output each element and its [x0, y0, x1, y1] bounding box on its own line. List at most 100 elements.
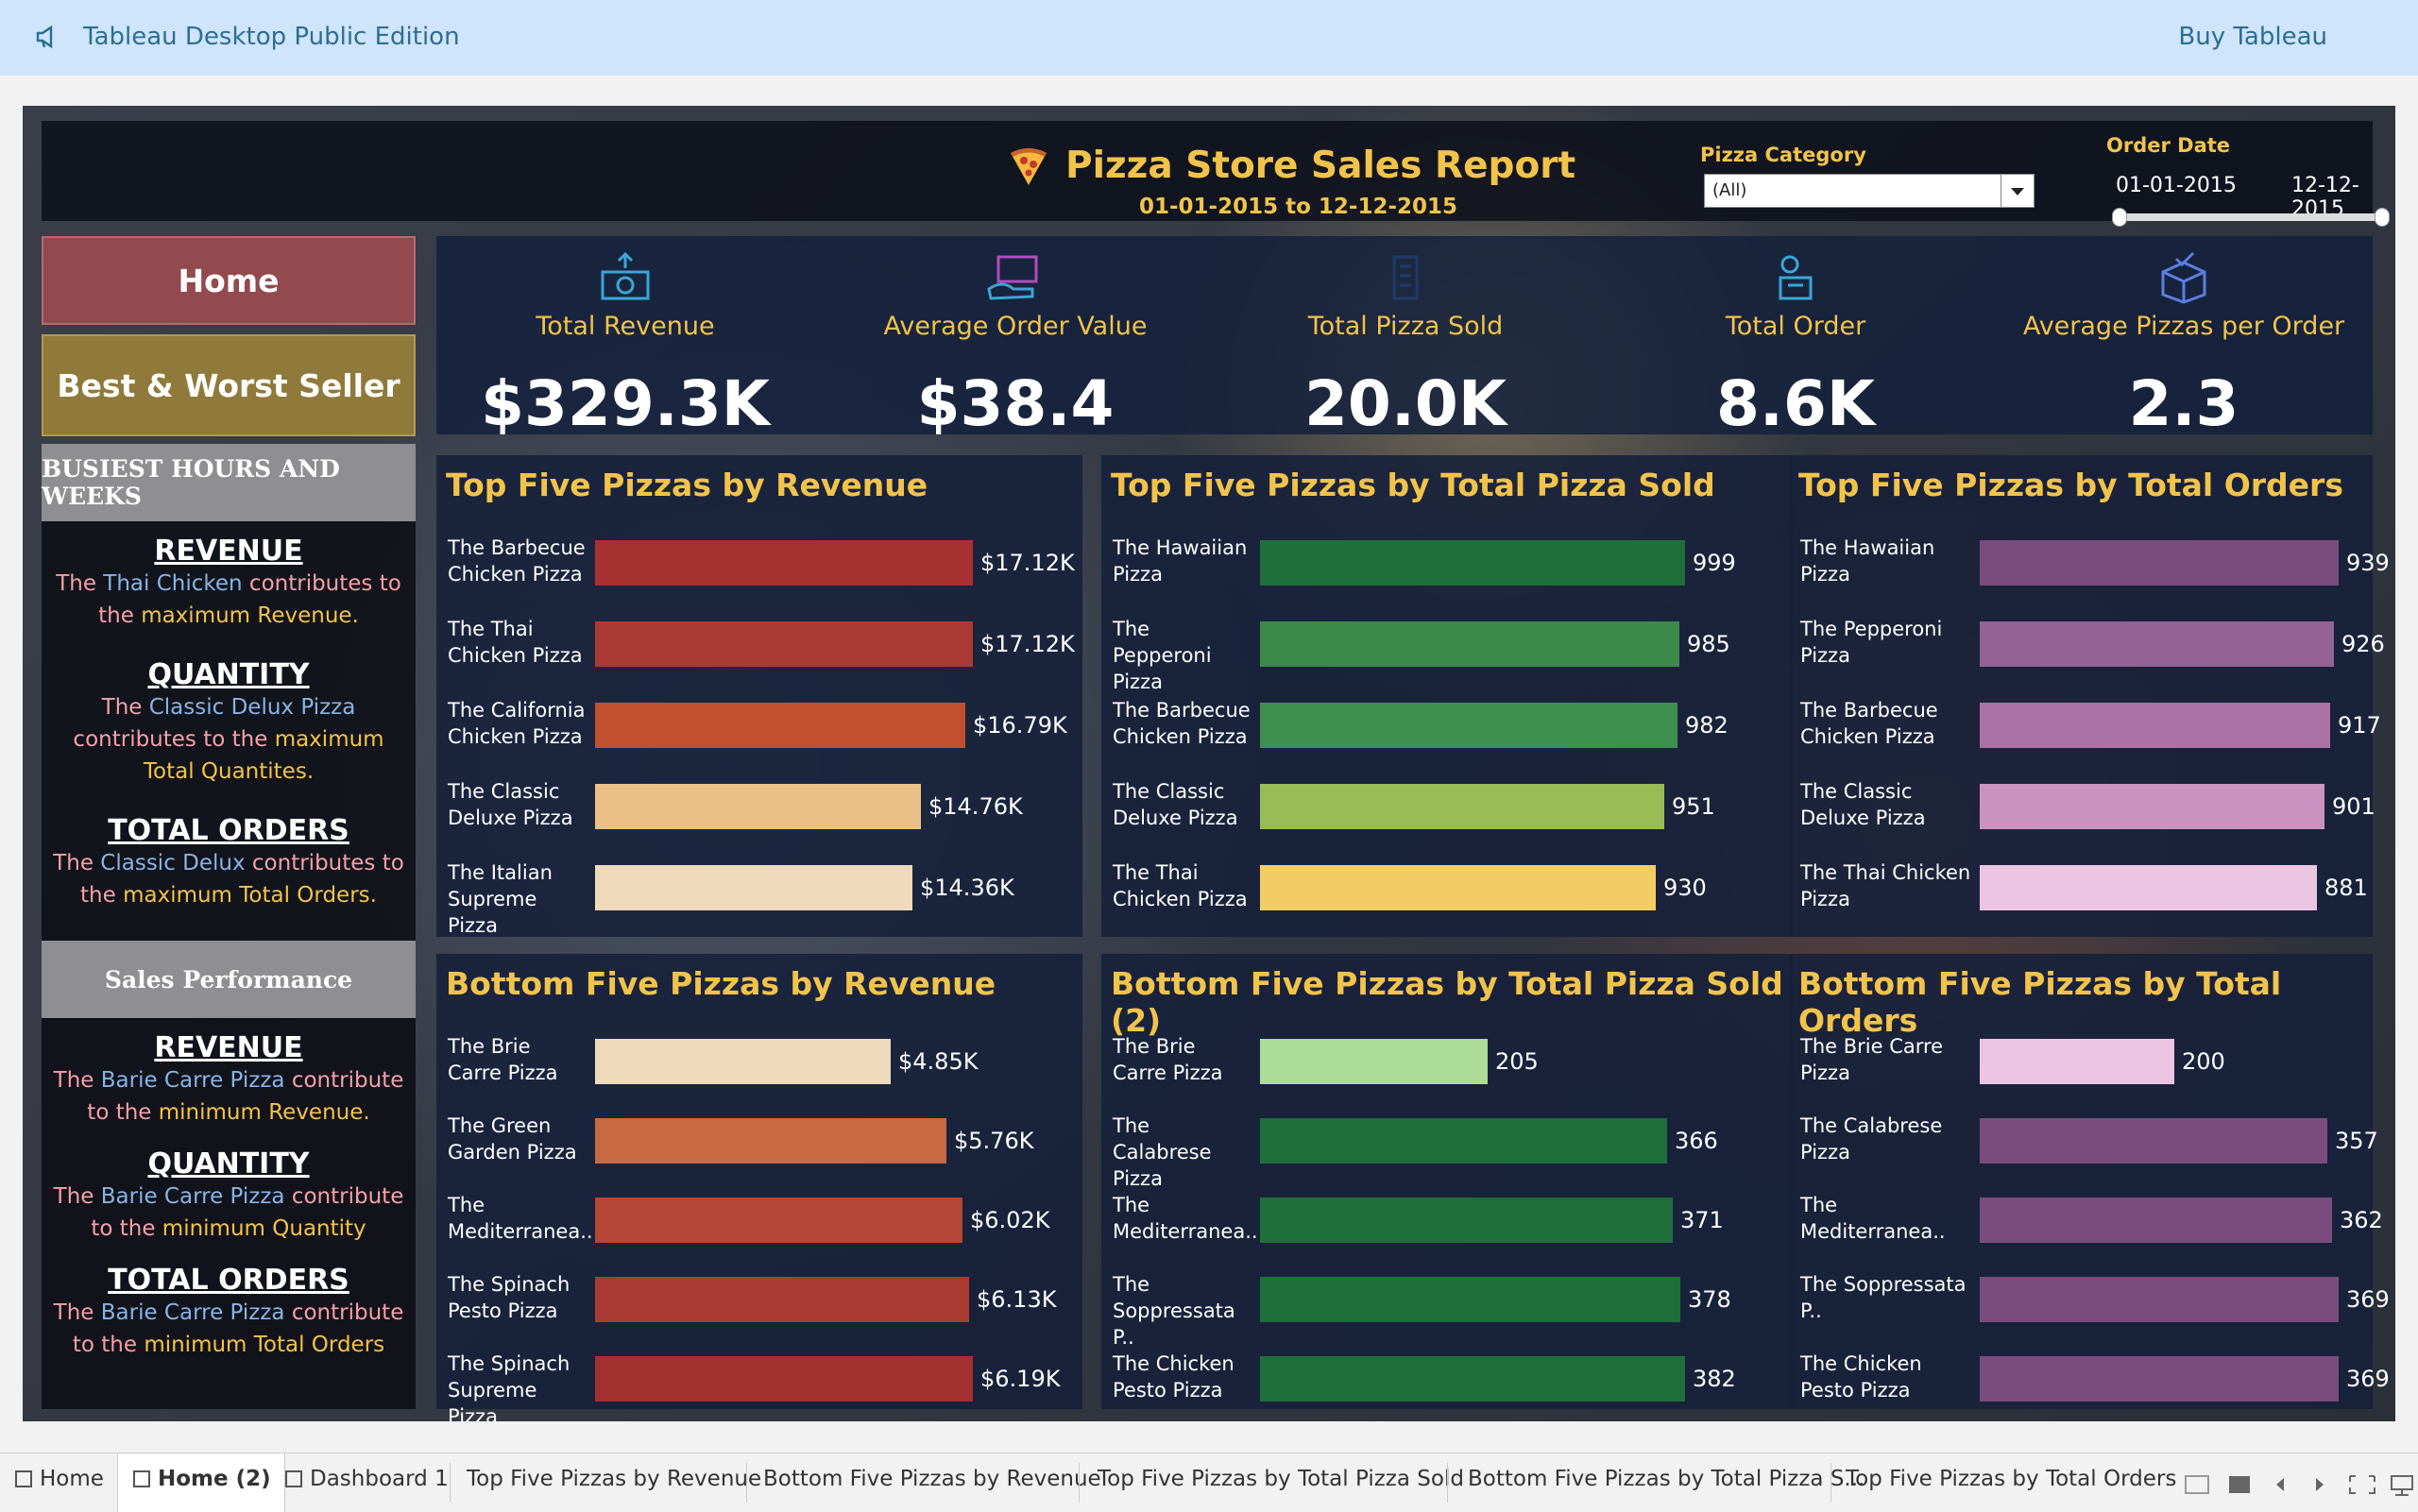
busiest-revenue: REVENUE The Thai Chicken contributes to …: [42, 535, 416, 632]
bar[interactable]: [595, 1118, 946, 1164]
quantity-heading: QUANTITY: [147, 658, 310, 691]
bar-row[interactable]: The Calabrese Pizza 366: [1101, 1111, 1793, 1190]
bar-row[interactable]: The Spinach Supreme Pizza $6.19K: [436, 1349, 1082, 1421]
bar[interactable]: [1260, 1118, 1667, 1164]
category-label: The Italian Supreme Pizza: [448, 861, 553, 937]
bar[interactable]: [595, 1277, 969, 1322]
category-label: The Barbecue Chicken Pizza: [1113, 699, 1251, 748]
value-label: 369: [2346, 1366, 2390, 1392]
chart-title: Top Five Pizzas by Total Pizza Sold: [1111, 467, 1715, 503]
value-label: 371: [1680, 1207, 1724, 1233]
bar-row[interactable]: The Soppressata P.. 369: [1789, 1269, 2390, 1326]
bar[interactable]: [1980, 784, 2324, 829]
value-label: $14.76K: [928, 793, 1023, 820]
bar[interactable]: [595, 1039, 891, 1084]
bar[interactable]: [1260, 1039, 1488, 1084]
bar[interactable]: [1260, 1277, 1680, 1322]
bar-row[interactable]: The Classic Deluxe Pizza 951: [1101, 776, 1793, 833]
tab-top-five-sold[interactable]: Top Five Pizzas by Total Pizza Sold: [1098, 1467, 1464, 1491]
bar[interactable]: [595, 540, 973, 586]
bar-row[interactable]: The Brie Carre Pizza $4.85K: [436, 1031, 1082, 1088]
bar-row[interactable]: The Pepperoni Pizza 926: [1789, 614, 2385, 671]
bar-row[interactable]: The Green Garden Pizza $5.76K: [436, 1111, 1082, 1167]
bar-row[interactable]: The Calabrese Pizza 357: [1789, 1111, 2378, 1167]
tab-home-2[interactable]: Home (2): [117, 1453, 285, 1512]
bar[interactable]: [1980, 1277, 2339, 1322]
bar[interactable]: [1980, 703, 2330, 748]
bar[interactable]: [1980, 1039, 2174, 1084]
pizza-category-dropdown[interactable]: (All): [1704, 174, 2035, 208]
bar-row[interactable]: The Barbecue Chicken Pizza $17.12K: [436, 533, 1082, 589]
category-label: The Pepperoni Pizza: [1800, 618, 1943, 667]
value-label: $14.36K: [920, 875, 1014, 901]
top-five-orders-chart: Top Five Pizzas by Total Orders The Hawai…: [1789, 455, 2390, 937]
money-icon: [601, 251, 650, 300]
bar[interactable]: [595, 1356, 973, 1402]
bar[interactable]: [1980, 1198, 2332, 1243]
bar-row[interactable]: The Mediterranea.. 371: [1101, 1190, 1793, 1247]
bar-row[interactable]: The Thai Chicken Pizza 930: [1101, 858, 1793, 914]
bar-row[interactable]: The California Chicken Pizza $16.79K: [436, 695, 1082, 752]
bar-row[interactable]: The Chicken Pesto Pizza 369: [1789, 1349, 2390, 1405]
bar[interactable]: [1980, 1118, 2327, 1164]
tab-bottom-five-sold[interactable]: Bottom Five Pizzas by Total Pizza S...: [1468, 1467, 1865, 1491]
bar[interactable]: [1980, 540, 2339, 586]
bar-row[interactable]: The Classic Deluxe Pizza 901: [1789, 776, 2375, 833]
pizza-icon: [1011, 148, 1047, 185]
bar-row[interactable]: The Barbecue Chicken Pizza 982: [1101, 695, 1793, 752]
perf-quantity: QUANTITY The Barie Carre Pizza contribut…: [42, 1147, 416, 1245]
tab-dashboard-1[interactable]: Dashboard 1: [285, 1467, 449, 1491]
tab-bottom-five-revenue[interactable]: Bottom Five Pizzas by Revenue: [763, 1467, 1101, 1491]
bar[interactable]: [1980, 1356, 2339, 1402]
bar-row[interactable]: The Chicken Pesto Pizza 382: [1101, 1349, 1793, 1405]
bar[interactable]: [595, 784, 921, 829]
bar-row[interactable]: The Thai Chicken Pizza $17.12K: [436, 614, 1082, 671]
app-title: Tableau Desktop Public Edition: [83, 23, 460, 51]
value-label: 362: [2340, 1207, 2383, 1233]
bar-row[interactable]: The Classic Deluxe Pizza $14.76K: [436, 776, 1082, 833]
tab-home[interactable]: Home: [15, 1467, 104, 1491]
bar-row[interactable]: The Barbecue Chicken Pizza 917: [1789, 695, 2381, 752]
bar[interactable]: [1260, 621, 1679, 667]
order-date-slider[interactable]: [2112, 208, 2390, 227]
bar[interactable]: [1260, 703, 1677, 748]
bar[interactable]: [1980, 621, 2334, 667]
bar-row[interactable]: The Italian Supreme Pizza $14.36K: [436, 858, 1082, 937]
bar-row[interactable]: The Mediterranea.. $6.02K: [436, 1190, 1082, 1247]
slider-end-handle[interactable]: [2375, 208, 2390, 227]
bar-row[interactable]: The Spinach Pesto Pizza $6.13K: [436, 1269, 1082, 1326]
bar[interactable]: [595, 621, 973, 667]
bar-row[interactable]: The Hawaiian Pizza 999: [1101, 533, 1793, 589]
bar[interactable]: [1260, 784, 1664, 829]
value-label: 382: [1693, 1366, 1736, 1392]
bottom-five-revenue-chart: Bottom Five Pizzas by Revenue The Brie Ca…: [436, 954, 1082, 1421]
bar-row[interactable]: The Mediterranea.. 362: [1789, 1190, 2383, 1247]
sales-performance-panel: Sales Performance REVENUE The Barie Carr…: [42, 941, 416, 1409]
bar[interactable]: [1260, 540, 1685, 586]
bar-row[interactable]: The Hawaiian Pizza 939: [1789, 533, 2390, 589]
sales-performance-heading: Sales Performance: [42, 941, 416, 1018]
bar[interactable]: [1260, 1198, 1673, 1243]
bar[interactable]: [1260, 1356, 1685, 1402]
bar-row[interactable]: The Thai Chicken Pizza 881: [1789, 858, 2373, 914]
bar-row[interactable]: The Soppressata P.. 378: [1101, 1269, 1793, 1349]
bar-row[interactable]: The Brie Carre Pizza 200: [1789, 1031, 2373, 1088]
tab-top-five-orders[interactable]: Top Five Pizzas by Total Orders: [1846, 1467, 2177, 1491]
bar[interactable]: [1260, 865, 1656, 910]
bar[interactable]: [1980, 865, 2317, 910]
bar-row[interactable]: The Brie Carre Pizza 205: [1101, 1031, 1793, 1088]
buy-tableau-link[interactable]: Buy Tableau: [2178, 23, 2327, 51]
chevron-down-icon[interactable]: [2001, 175, 2034, 207]
kpi-value: 2.3: [2128, 367, 2239, 440]
bar-row[interactable]: The Pepperoni Pizza 985: [1101, 614, 1793, 693]
category-label: The Barbecue Chicken Pizza: [448, 536, 586, 586]
bar[interactable]: [595, 1198, 962, 1243]
bar[interactable]: [595, 703, 965, 748]
best-worst-seller-button[interactable]: Best & Worst Seller: [42, 334, 416, 436]
slider-start-handle[interactable]: [2112, 208, 2127, 227]
sheet-navigation-icons[interactable]: [2182, 1470, 2418, 1499]
kpi-label: Total Pizza Sold: [1307, 312, 1504, 341]
tab-top-five-revenue[interactable]: Top Five Pizzas by Revenue: [467, 1467, 762, 1491]
home-button[interactable]: Home: [42, 236, 416, 325]
bar[interactable]: [595, 865, 912, 910]
